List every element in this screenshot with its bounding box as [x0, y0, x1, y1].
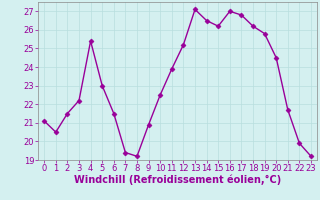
- X-axis label: Windchill (Refroidissement éolien,°C): Windchill (Refroidissement éolien,°C): [74, 175, 281, 185]
